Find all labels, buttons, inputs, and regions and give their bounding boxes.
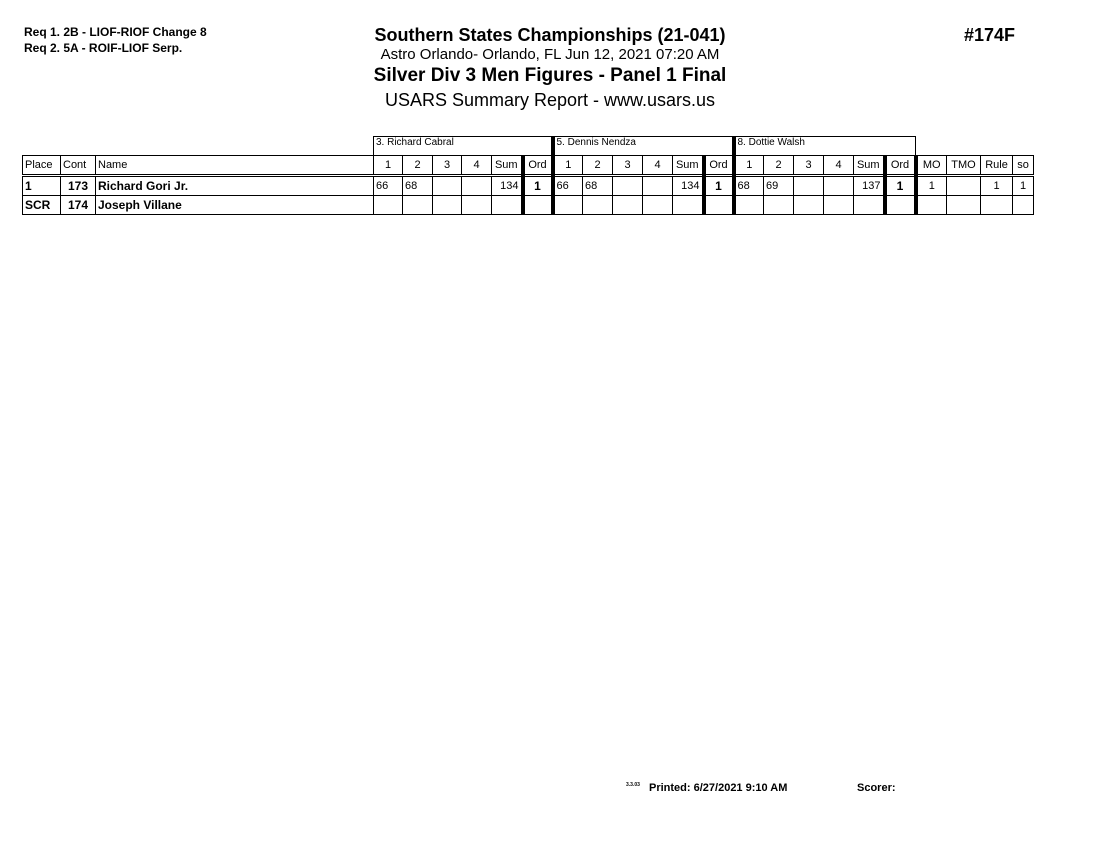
spacer bbox=[916, 137, 1034, 156]
tmo bbox=[946, 175, 981, 196]
report-title: USARS Summary Report - www.usars.us bbox=[384, 90, 716, 110]
header-score-2: 2 bbox=[763, 155, 794, 177]
header-score-2: 2 bbox=[402, 155, 433, 177]
score bbox=[823, 175, 854, 196]
header-score-1: 1 bbox=[373, 155, 403, 177]
spacer bbox=[23, 137, 374, 156]
header-score-3: 3 bbox=[432, 155, 462, 177]
score bbox=[461, 195, 492, 215]
header-score-1: 1 bbox=[550, 155, 583, 177]
sum bbox=[853, 195, 885, 215]
header-so: so bbox=[1012, 155, 1034, 177]
header-score-4: 4 bbox=[642, 155, 673, 177]
judge-header-row: 3. Richard Cabral 5. Dennis Nendza 8. Dott… bbox=[23, 136, 1034, 156]
header-score-4: 4 bbox=[461, 155, 492, 177]
score: 68 bbox=[582, 175, 613, 196]
tmo bbox=[946, 195, 981, 215]
score: 68 bbox=[731, 175, 764, 196]
ordinal: 1 bbox=[701, 175, 734, 196]
score bbox=[582, 195, 613, 215]
header-rule: Rule bbox=[980, 155, 1013, 177]
score bbox=[461, 175, 492, 196]
ordinal: 1 bbox=[520, 175, 553, 196]
score bbox=[432, 195, 462, 215]
header-ord: Ord bbox=[520, 155, 553, 177]
score: 66 bbox=[550, 175, 583, 196]
judge-name: 5. Dennis Nendza bbox=[550, 136, 734, 156]
header-ord: Ord bbox=[882, 155, 916, 177]
header-tmo: TMO bbox=[946, 155, 981, 177]
column-header-row: Place Cont Name 1 2 3 4 Sum Ord 1 2 3 4 Sum Ord 1 2 3 4 Sum… bbox=[22, 155, 1034, 177]
header-ord: Ord bbox=[701, 155, 734, 177]
score bbox=[731, 195, 764, 215]
score bbox=[763, 195, 794, 215]
score: 69 bbox=[763, 175, 794, 196]
requirement-2: Req 2. 5A - ROIF-LIOF Serp. bbox=[24, 41, 183, 55]
sum: 134 bbox=[491, 175, 523, 196]
ordinal bbox=[882, 195, 916, 215]
score bbox=[642, 195, 673, 215]
rule: 1 bbox=[980, 175, 1013, 196]
rule bbox=[980, 195, 1013, 215]
header-score-4: 4 bbox=[823, 155, 854, 177]
scorer-label: Scorer: bbox=[857, 782, 896, 794]
header-place: Place bbox=[22, 155, 61, 177]
score bbox=[642, 175, 673, 196]
header-score-3: 3 bbox=[612, 155, 643, 177]
score: 68 bbox=[402, 175, 433, 196]
score bbox=[793, 175, 824, 196]
so: 1 bbox=[1012, 175, 1034, 196]
judge-name: 8. Dottie Walsh bbox=[731, 136, 916, 156]
table-row: SCR 174 Joseph Villane bbox=[22, 195, 1034, 215]
sum bbox=[491, 195, 523, 215]
score bbox=[373, 195, 403, 215]
score bbox=[823, 195, 854, 215]
header-mo: MO bbox=[913, 155, 947, 177]
skater-name: Richard Gori Jr. bbox=[95, 175, 374, 196]
score bbox=[432, 175, 462, 196]
skater-name: Joseph Villane bbox=[95, 195, 374, 215]
requirement-1: Req 1. 2B - LIOF-RIOF Change 8 bbox=[24, 25, 207, 39]
contestant-number: 173 bbox=[60, 175, 96, 196]
header-sum: Sum bbox=[672, 155, 704, 177]
division-title: Silver Div 3 Men Figures - Panel 1 Final bbox=[373, 65, 727, 86]
version: 3.3.03 bbox=[626, 782, 640, 788]
event-number: #174F bbox=[964, 25, 1016, 45]
ordinal bbox=[520, 195, 553, 215]
judge-name: 3. Richard Cabral bbox=[373, 136, 553, 156]
score: 66 bbox=[373, 175, 403, 196]
score bbox=[550, 195, 583, 215]
results-table: 3. Richard Cabral 5. Dennis Nendza 8. Dott… bbox=[22, 136, 1034, 215]
ordinal bbox=[701, 195, 734, 215]
printed-date: Printed: 6/27/2021 9:10 AM bbox=[649, 782, 788, 794]
header-score-1: 1 bbox=[731, 155, 764, 177]
header-sum: Sum bbox=[491, 155, 523, 177]
event-title: Southern States Championships (21-041) bbox=[374, 25, 726, 45]
sum bbox=[672, 195, 704, 215]
header-name: Name bbox=[95, 155, 374, 177]
score bbox=[402, 195, 433, 215]
ordinal: 1 bbox=[882, 175, 916, 196]
header-score-3: 3 bbox=[793, 155, 824, 177]
header-cont: Cont bbox=[60, 155, 96, 177]
sum: 134 bbox=[672, 175, 704, 196]
score bbox=[612, 175, 643, 196]
place: SCR bbox=[22, 195, 61, 215]
mo bbox=[913, 195, 947, 215]
place: 1 bbox=[22, 175, 61, 196]
sum: 137 bbox=[853, 175, 885, 196]
mo: 1 bbox=[913, 175, 947, 196]
score bbox=[612, 195, 643, 215]
contestant-number: 174 bbox=[60, 195, 96, 215]
header-score-2: 2 bbox=[582, 155, 613, 177]
so bbox=[1012, 195, 1034, 215]
score bbox=[793, 195, 824, 215]
header-sum: Sum bbox=[853, 155, 885, 177]
table-row: 1 173 Richard Gori Jr. 66 68 134 1 66 68 134 1 68 69… bbox=[22, 175, 1034, 196]
event-location: Astro Orlando- Orlando, FL Jun 12, 2021 … bbox=[380, 46, 720, 63]
